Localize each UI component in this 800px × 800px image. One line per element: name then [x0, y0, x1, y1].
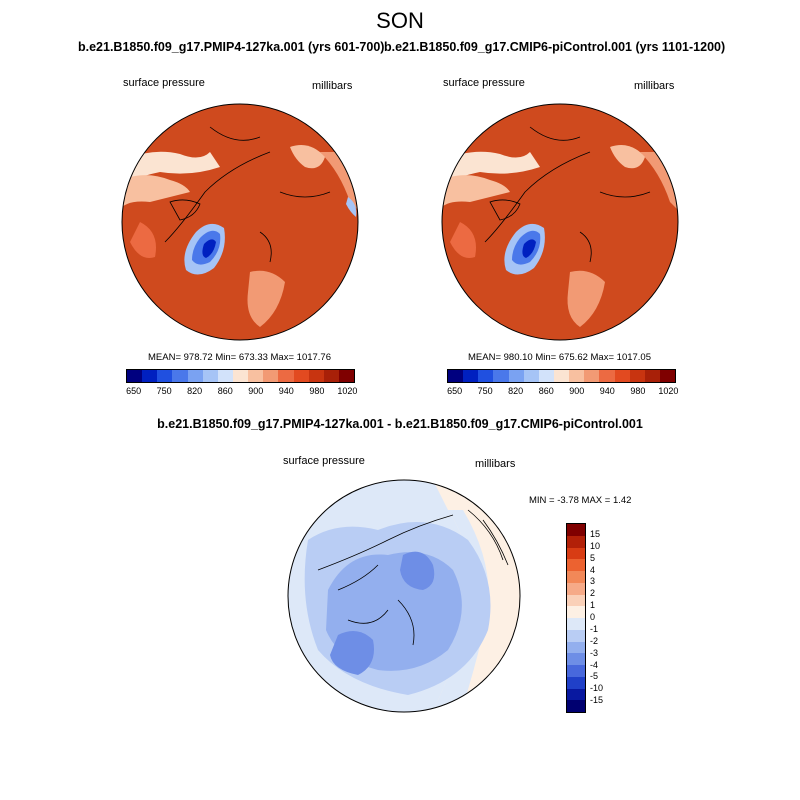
colorbar-swatch — [569, 370, 585, 382]
difference-variable-label: surface pressure — [283, 455, 365, 467]
colorbar-swatch — [567, 641, 585, 654]
colorbar-swatch — [567, 547, 585, 560]
colorbar-tick-label: 1 — [590, 600, 596, 611]
colorbar-swatch — [567, 524, 585, 536]
colorbar-swatch — [493, 370, 509, 382]
colorbar-tick-label: 10 — [590, 540, 601, 551]
colorbar-tick-label: 750 — [477, 386, 493, 396]
colorbar-tick-label: -1 — [590, 623, 599, 634]
colorbar-swatch — [263, 370, 279, 382]
colorbar-tick-label: 2 — [590, 588, 596, 599]
colorbar-swatch — [567, 700, 585, 712]
colorbar-swatch — [538, 370, 554, 382]
colorbar-swatch — [463, 370, 479, 382]
colorbar-swatch — [232, 370, 249, 382]
colorbar-tick-label: -2 — [590, 635, 599, 646]
colorbar-swatch — [293, 370, 309, 382]
difference-polar-map — [287, 479, 521, 713]
colorbar-tick-label: 650 — [447, 386, 463, 396]
colorbar-swatch — [567, 618, 585, 630]
colorbar-tick-label: -15 — [590, 695, 604, 706]
colorbar-tick-label: 650 — [126, 386, 142, 396]
colorbar-tick-label: -10 — [590, 683, 604, 694]
colorbar-tick-label: 5 — [590, 552, 596, 563]
colorbar-swatch — [127, 370, 143, 382]
colorbar-swatch — [567, 606, 585, 618]
colorbar-swatch — [508, 370, 524, 382]
colorbar-tick-label: 860 — [217, 386, 233, 396]
colorbar-swatch — [338, 370, 355, 382]
difference-colorbar — [566, 523, 586, 713]
colorbar-swatch — [142, 370, 158, 382]
season-title: SON — [376, 8, 424, 33]
difference-colorbar-labels: 15 10 5 4 3 2 1 0 -1 -2 -3 -4 -5 -10 -15 — [590, 523, 630, 713]
colorbar-tick-label: 900 — [248, 386, 264, 396]
case2-units-label: millibars — [634, 80, 675, 92]
case1-units-label: millibars — [312, 80, 353, 92]
colorbar-swatch — [248, 370, 264, 382]
colorbar-tick-label: 820 — [187, 386, 203, 396]
colorbar-swatch — [523, 370, 539, 382]
colorbar-tick-label: 1020 — [337, 386, 358, 396]
colorbar-swatch — [567, 582, 585, 595]
colorbar-swatch — [187, 370, 203, 382]
colorbar-tick-label: 820 — [508, 386, 524, 396]
colorbar-swatch — [172, 370, 188, 382]
colorbar-swatch — [567, 629, 585, 642]
colorbar-swatch — [584, 370, 600, 382]
colorbar-tick-label: 1020 — [658, 386, 679, 396]
colorbar-swatch — [567, 688, 585, 701]
colorbar-tick-label: 980 — [630, 386, 646, 396]
colorbar-swatch — [567, 594, 585, 607]
difference-units-label: millibars — [475, 458, 516, 470]
colorbar-swatch — [599, 370, 615, 382]
colorbar-swatch — [308, 370, 324, 382]
colorbar-tick-label: 4 — [590, 564, 596, 575]
colorbar-swatch — [478, 370, 494, 382]
colorbar-swatch — [629, 370, 645, 382]
colorbar-tick-label: 860 — [538, 386, 554, 396]
colorbar-swatch — [553, 370, 570, 382]
colorbar-swatch — [659, 370, 676, 382]
case1-stats: MEAN= 978.72 Min= 673.33 Max= 1017.76 — [148, 352, 331, 363]
colorbar-tick-label: 940 — [278, 386, 294, 396]
colorbar-tick-label: 940 — [599, 386, 615, 396]
colorbar-tick-label: 15 — [590, 528, 601, 539]
case2-colorbar — [447, 369, 676, 383]
colorbar-swatch — [567, 665, 585, 677]
colorbar-tick-label: 0 — [590, 612, 596, 622]
colorbar-swatch — [644, 370, 660, 382]
case1-polar-map — [121, 103, 359, 341]
colorbar-tick-label: -4 — [590, 659, 599, 670]
case2-polar-map — [441, 103, 679, 341]
case1-title: b.e21.B1850.f09_g17.PMIP4-127ka.001 (yrs… — [78, 40, 385, 54]
case2-variable-label: surface pressure — [443, 77, 525, 89]
colorbar-swatch — [278, 370, 294, 382]
difference-stats: MIN = -3.78 MAX = 1.42 — [529, 495, 632, 506]
colorbar-tick-label: 750 — [156, 386, 172, 396]
colorbar-swatch — [567, 559, 585, 571]
colorbar-tick-label: 900 — [569, 386, 585, 396]
case2-colorbar-labels: 650 750 820 860 900 940 980 1020 — [447, 386, 679, 398]
colorbar-swatch — [157, 370, 173, 382]
colorbar-tick-label: -5 — [590, 671, 599, 682]
difference-title: b.e21.B1850.f09_g17.PMIP4-127ka.001 - b.… — [157, 417, 643, 431]
case1-colorbar-labels: 650 750 820 860 900 940 980 1020 — [126, 386, 358, 398]
colorbar-swatch — [202, 370, 218, 382]
colorbar-swatch — [567, 535, 585, 548]
colorbar-tick-label: 980 — [309, 386, 325, 396]
case2-stats: MEAN= 980.10 Min= 675.62 Max= 1017.05 — [468, 352, 651, 363]
colorbar-swatch — [448, 370, 464, 382]
colorbar-swatch — [323, 370, 339, 382]
colorbar-swatch — [567, 571, 585, 583]
case2-title: b.e21.B1850.f09_g17.CMIP6-piControl.001 … — [384, 40, 726, 54]
colorbar-swatch — [614, 370, 630, 382]
colorbar-swatch — [217, 370, 233, 382]
colorbar-swatch — [567, 676, 585, 689]
case1-variable-label: surface pressure — [123, 77, 205, 89]
colorbar-swatch — [567, 653, 585, 665]
colorbar-tick-label: 3 — [590, 576, 596, 587]
colorbar-tick-label: -3 — [590, 647, 599, 658]
case1-colorbar — [126, 369, 355, 383]
